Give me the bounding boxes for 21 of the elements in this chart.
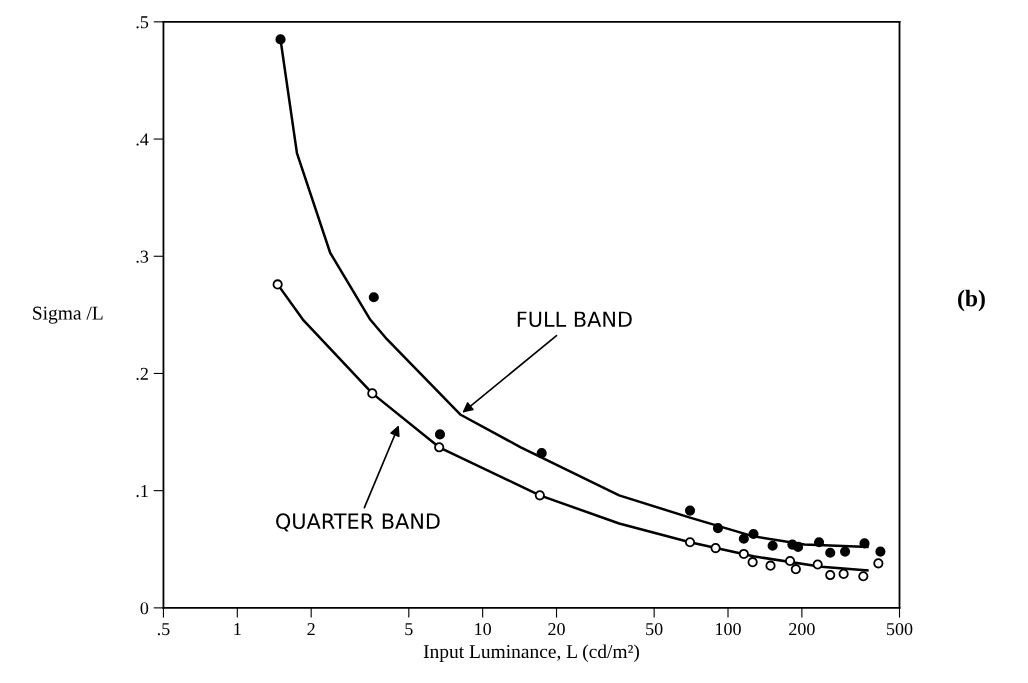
x-tick-label: 10 xyxy=(475,622,491,636)
text: (b) xyxy=(958,289,985,312)
y-tick-label: .2 xyxy=(136,367,148,380)
y-tick-label: 0 xyxy=(140,602,149,615)
x-tick-label: 200 xyxy=(789,622,815,636)
annotation: QUARTER BAND xyxy=(276,513,440,532)
y-tick-label: .3 xyxy=(136,250,149,263)
x-tick-label: 50 xyxy=(646,622,663,636)
y-tick-label: .4 xyxy=(136,133,149,146)
x-tick-label: .5 xyxy=(157,623,170,636)
y-tick-label: .5 xyxy=(136,16,149,29)
x-tick-label: 2 xyxy=(307,623,315,635)
x-tick-label: 100 xyxy=(716,622,741,636)
y-tick-label: .1 xyxy=(136,485,148,498)
x-axis-title: Input Luminance, L (cd/m²) xyxy=(423,644,639,663)
annotation: FULL BAND xyxy=(517,311,632,328)
x-tick-label: 1 xyxy=(234,623,241,635)
x-tick-label: 5 xyxy=(405,623,413,636)
x-tick-label: 20 xyxy=(548,622,565,636)
x-tick-label: 500 xyxy=(887,622,913,636)
y-axis-title: Sigma /L xyxy=(33,306,103,324)
